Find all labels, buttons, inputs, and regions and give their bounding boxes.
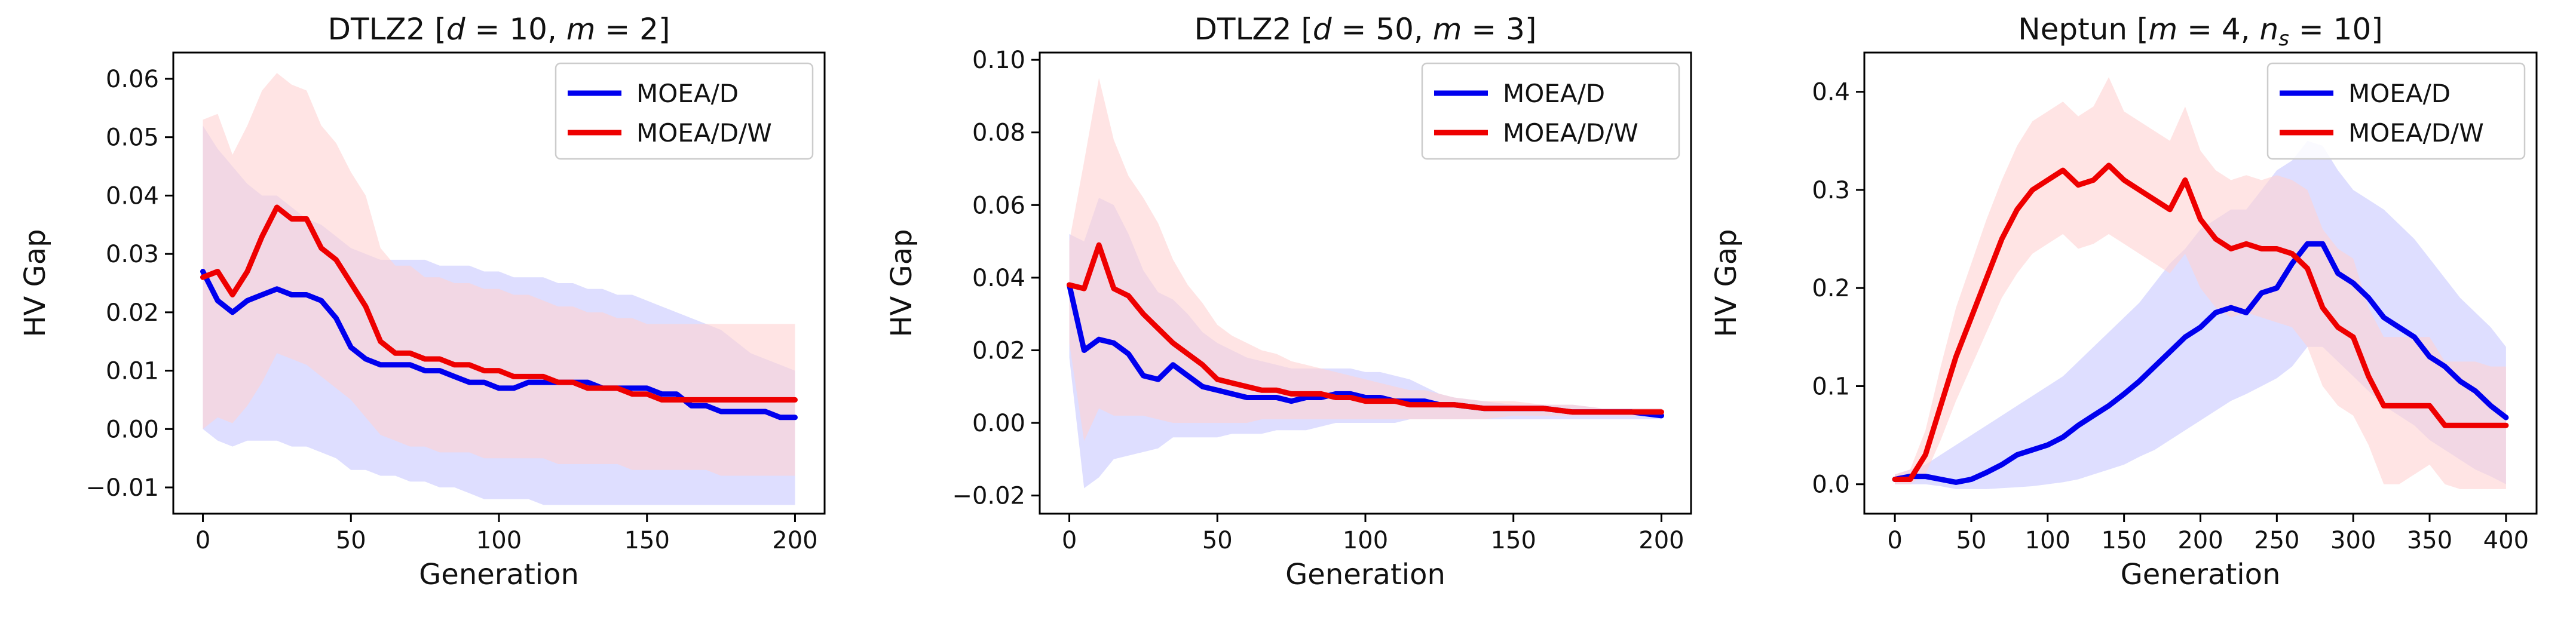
legend-label: MOEA/D/W [636, 118, 772, 148]
x-tick-label: 150 [624, 527, 670, 554]
y-tick-label: 0.4 [1812, 79, 1850, 106]
x-tick-label: 200 [772, 527, 817, 554]
x-axis-label: Generation [419, 558, 579, 591]
legend: MOEA/D MOEA/D/W [1421, 62, 1680, 160]
y-axis-label: HV Gap [885, 229, 918, 337]
y-tick-label: −0.02 [952, 483, 1025, 510]
y-tick-label: 0.2 [1812, 275, 1850, 302]
x-tick-label: 350 [2407, 527, 2452, 554]
y-tick-label: 0.05 [106, 124, 159, 152]
y-tick-label: 0.10 [972, 47, 1025, 74]
y-tick-label: 0.3 [1812, 177, 1850, 204]
x-tick-label: 0 [1062, 527, 1077, 554]
y-tick-label: 0.0 [1812, 471, 1850, 499]
legend-label: MOEA/D [636, 79, 739, 108]
series-line-moea-d [1892, 241, 2509, 485]
series-line-moea-d-w [1067, 242, 1664, 415]
chart-panel-1: 0 50 100 150 200 −0.01 0.00 0.01 0.02 0.03 0.04 0.0… [19, 12, 826, 591]
legend: MOEA/D MOEA/D/W [555, 62, 814, 160]
x-axis-label: Generation [1285, 558, 1445, 591]
x-tick-label: 50 [1202, 527, 1233, 554]
x-tick-label: 200 [2177, 527, 2223, 554]
x-tick-label: 50 [336, 527, 366, 554]
y-tick-label: 0.00 [972, 410, 1025, 437]
y-tick-label: 0.02 [972, 337, 1025, 364]
y-tick-label: 0.00 [106, 416, 159, 443]
legend-label: MOEA/D/W [1503, 118, 1638, 148]
x-tick-label: 150 [1491, 527, 1536, 554]
y-tick-label: 0.08 [972, 119, 1025, 147]
plot-area [1067, 78, 1664, 489]
plot-area [1892, 77, 2509, 489]
x-tick-label: 50 [1956, 527, 1987, 554]
y-axis-label: HV Gap [1710, 229, 1743, 337]
y-tick-label: 0.01 [106, 358, 159, 385]
chart-panel-3: 0 50 100 150 200 250 300 350 400 0.0 0.1 0.2 0.3 0.4 G… [1710, 12, 2538, 591]
series-line-moea-d-w [200, 204, 798, 403]
series-line-moea-d-w [1892, 162, 2509, 482]
x-tick-label: 0 [1887, 527, 1902, 554]
x-tick-label: 400 [2483, 527, 2529, 554]
y-tick-label: 0.1 [1812, 373, 1850, 400]
x-tick-label: 100 [1343, 527, 1388, 554]
chart-title: Neptun [m = 4, ns = 10] [2018, 12, 2383, 51]
legend: MOEA/D MOEA/D/W [2266, 62, 2526, 160]
x-tick-label: 300 [2330, 527, 2376, 554]
x-tick-label: 150 [2101, 527, 2146, 554]
legend-label: MOEA/D/W [2348, 118, 2484, 148]
x-tick-label: 100 [476, 527, 522, 554]
y-tick-label: −0.01 [85, 474, 159, 502]
y-tick-label: 0.02 [106, 299, 159, 327]
y-tick-label: 0.04 [972, 265, 1025, 292]
legend-label: MOEA/D [1503, 79, 1605, 108]
legend-label: MOEA/D [2348, 79, 2451, 108]
band-moea-d-w [1069, 78, 1662, 441]
chart-panel-2: 0 50 100 150 200 −0.02 0.00 0.02 0.04 0.06 0.08 0.1… [885, 12, 1692, 591]
y-tick-label: 0.06 [106, 66, 159, 93]
x-tick-label: 200 [1638, 527, 1684, 554]
band-moea-d [1895, 140, 2506, 489]
x-axis-label: Generation [2121, 558, 2281, 591]
x-tick-label: 250 [2254, 527, 2299, 554]
y-axis-label: HV Gap [19, 229, 52, 337]
plot-area [200, 73, 798, 505]
chart-title: DTLZ2 [d = 10, m = 2] [328, 12, 670, 47]
x-tick-label: 0 [195, 527, 210, 554]
y-tick-label: 0.06 [972, 192, 1025, 219]
y-tick-label: 0.03 [106, 241, 159, 268]
band-moea-d-w [203, 73, 795, 476]
x-tick-label: 100 [2025, 527, 2070, 554]
y-tick-label: 0.04 [106, 182, 159, 210]
chart-title: DTLZ2 [d = 50, m = 3] [1194, 12, 1537, 47]
series-line-moea-d [200, 269, 798, 421]
